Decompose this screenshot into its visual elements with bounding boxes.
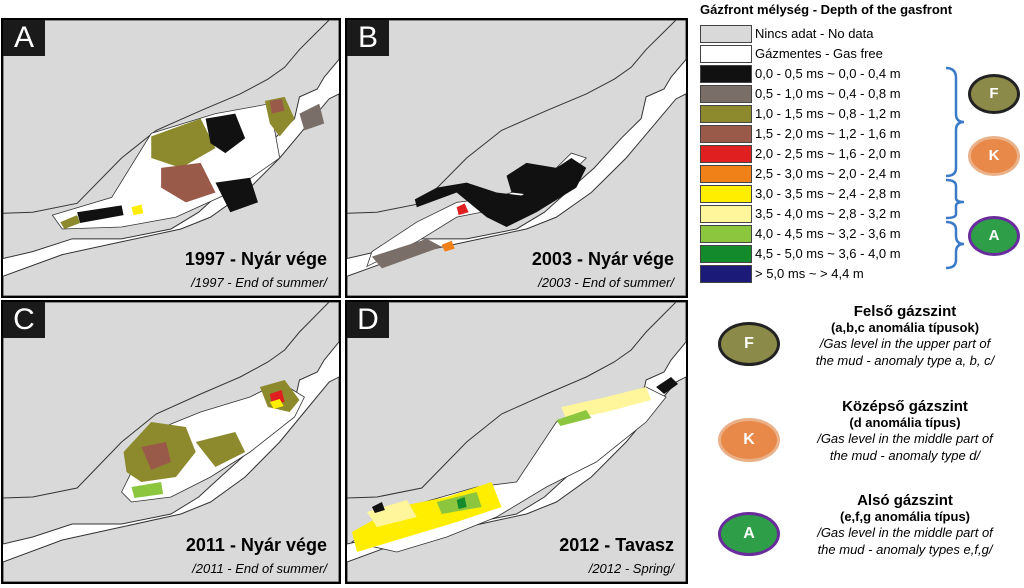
map-panel-a: A 1997 - Nyár vége /1997 - End of summer… bbox=[1, 18, 341, 298]
level-desc-line2: the mud - anomaly type a, b, c/ bbox=[815, 353, 995, 368]
legend-item: 0,0 - 0,5 ms ~ 0,0 - 0,4 m bbox=[700, 65, 950, 83]
level-badge-lower: A bbox=[718, 512, 780, 556]
level-types: (d anomália típus) bbox=[849, 415, 961, 430]
legend-label: 4,5 - 5,0 ms ~ 3,6 - 4,0 m bbox=[755, 246, 901, 261]
legend-item: > 5,0 ms ~ > 4,4 m bbox=[700, 265, 950, 283]
legend-item: 1,0 - 1,5 ms ~ 0,8 - 1,2 m bbox=[700, 105, 950, 123]
legend-label: 1,0 - 1,5 ms ~ 0,8 - 1,2 m bbox=[755, 106, 901, 121]
map-panel-c: C 2011 - Nyár vége /2011 - End of summer… bbox=[1, 300, 341, 584]
legend-swatch bbox=[700, 45, 752, 63]
legend-swatch bbox=[700, 145, 752, 163]
level-lower: Alsó gázszint (e,f,g anomália típus) /Ga… bbox=[790, 492, 1020, 558]
legend-label: 0,0 - 0,5 ms ~ 0,0 - 0,4 m bbox=[755, 66, 901, 81]
legend-item: 1,5 - 2,0 ms ~ 1,2 - 1,6 m bbox=[700, 125, 950, 143]
legend-swatch bbox=[700, 265, 752, 283]
legend-label: 3,5 - 4,0 ms ~ 2,8 - 3,2 m bbox=[755, 206, 901, 221]
level-desc-line2: the mud - anomaly types e,f,g/ bbox=[817, 542, 993, 557]
map-c-graphic bbox=[3, 302, 339, 582]
map-a-graphic bbox=[3, 20, 339, 296]
legend-swatch bbox=[700, 245, 752, 263]
legend-braces bbox=[945, 66, 965, 270]
panel-label: D bbox=[347, 302, 389, 338]
level-title: Alsó gázszint bbox=[857, 492, 953, 509]
panel-label: C bbox=[3, 302, 45, 338]
level-badge-upper: F bbox=[718, 322, 780, 366]
panel-title: 2011 - Nyár vége bbox=[185, 535, 327, 555]
legend-swatch bbox=[700, 225, 752, 243]
legend-item: 2,0 - 2,5 ms ~ 1,6 - 2,0 m bbox=[700, 145, 950, 163]
legend-item: 3,5 - 4,0 ms ~ 2,8 - 3,2 m bbox=[700, 205, 950, 223]
legend-title: Gázfront mélység - Depth of the gasfront bbox=[700, 2, 953, 17]
panel-label: A bbox=[3, 20, 45, 56]
panel-subtitle: /2011 - End of summer/ bbox=[192, 561, 327, 576]
legend-label: 0,5 - 1,0 ms ~ 0,4 - 0,8 m bbox=[755, 86, 901, 101]
map-b-graphic bbox=[347, 20, 686, 296]
legend-item: Nincs adat - No data bbox=[700, 25, 950, 43]
level-upper: Felső gázszint (a,b,c anomália típusok) … bbox=[790, 303, 1020, 369]
panel-title: 2003 - Nyár vége bbox=[531, 249, 674, 269]
legend-swatch bbox=[700, 105, 752, 123]
legend-label: Gázmentes - Gas free bbox=[755, 46, 883, 61]
legend-swatch bbox=[700, 185, 752, 203]
legend-label: 2,0 - 2,5 ms ~ 1,6 - 2,0 m bbox=[755, 146, 901, 161]
level-badge-middle: K bbox=[718, 418, 780, 462]
legend-swatch bbox=[700, 85, 752, 103]
level-desc-line1: /Gas level in the middle part of bbox=[817, 431, 993, 446]
legend-item: 2,5 - 3,0 ms ~ 2,0 - 2,4 m bbox=[700, 165, 950, 183]
panel-subtitle: /2012 - Spring/ bbox=[588, 561, 674, 576]
legend-label: Nincs adat - No data bbox=[755, 26, 874, 41]
badge-lower: A bbox=[968, 216, 1020, 256]
badge-upper: F bbox=[968, 74, 1020, 114]
legend-item: 4,5 - 5,0 ms ~ 3,6 - 4,0 m bbox=[700, 245, 950, 263]
level-middle: Középső gázszint (d anomália típus) /Gas… bbox=[790, 398, 1020, 464]
map-panel-d: D 2012 - Tavasz /2012 - Spring/ bbox=[345, 300, 688, 584]
level-types: (e,f,g anomália típus) bbox=[839, 509, 970, 524]
legend-label: 2,5 - 3,0 ms ~ 2,0 - 2,4 m bbox=[755, 166, 901, 181]
legend-swatch bbox=[700, 205, 752, 223]
panel-subtitle: /2003 - End of summer/ bbox=[538, 275, 674, 290]
level-title: Felső gázszint bbox=[853, 303, 957, 320]
legend-swatch bbox=[700, 25, 752, 43]
legend-label: > 5,0 ms ~ > 4,4 m bbox=[755, 266, 864, 281]
legend-item: 3,0 - 3,5 ms ~ 2,4 - 2,8 m bbox=[700, 185, 950, 203]
level-desc-line1: /Gas level in the middle part of bbox=[817, 525, 993, 540]
legend-swatch bbox=[700, 65, 752, 83]
map-d-graphic bbox=[347, 302, 686, 582]
panel-subtitle: /1997 - End of summer/ bbox=[191, 275, 327, 290]
legend-item: Gázmentes - Gas free bbox=[700, 45, 950, 63]
level-title: Középső gázszint bbox=[842, 398, 968, 415]
panel-title: 2012 - Tavasz bbox=[559, 535, 674, 555]
panel-title: 1997 - Nyár vége bbox=[184, 249, 327, 269]
level-types: (a,b,c anomália típusok) bbox=[830, 320, 980, 335]
legend-label: 4,0 - 4,5 ms ~ 3,2 - 3,6 m bbox=[755, 226, 901, 241]
level-desc-line1: /Gas level in the upper part of bbox=[819, 336, 991, 351]
legend-swatch bbox=[700, 165, 752, 183]
legend-label: 1,5 - 2,0 ms ~ 1,2 - 1,6 m bbox=[755, 126, 901, 141]
badge-middle: K bbox=[968, 136, 1020, 176]
legend-item: 0,5 - 1,0 ms ~ 0,4 - 0,8 m bbox=[700, 85, 950, 103]
map-panel-b: B 2003 - Nyár vége /2003 - End of summer… bbox=[345, 18, 688, 298]
legend-label: 3,0 - 3,5 ms ~ 2,4 - 2,8 m bbox=[755, 186, 901, 201]
panel-label: B bbox=[347, 20, 389, 56]
level-desc-line2: the mud - anomaly type d/ bbox=[829, 448, 981, 463]
legend-item: 4,0 - 4,5 ms ~ 3,2 - 3,6 m bbox=[700, 225, 950, 243]
legend-swatch bbox=[700, 125, 752, 143]
